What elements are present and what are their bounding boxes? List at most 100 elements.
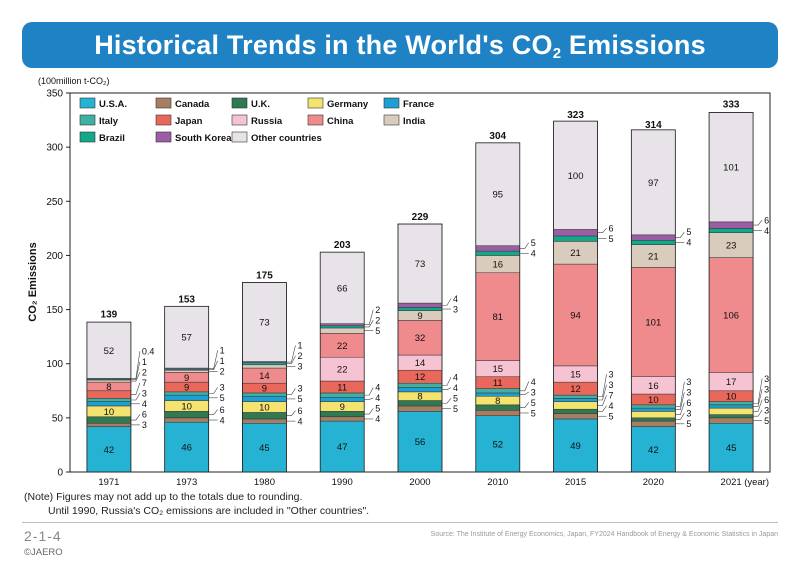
- bar-segment: [164, 417, 209, 423]
- small-segment-label: 4: [375, 383, 380, 393]
- legend-label: South Korea: [175, 133, 232, 144]
- small-segment-label: 5: [531, 238, 536, 248]
- segment-label: 15: [570, 370, 581, 381]
- source-text: Source: The Institute of Energy Economic…: [430, 531, 778, 538]
- leader-line: [753, 388, 763, 407]
- bar-segment: [553, 120, 598, 230]
- small-segment-label: 3: [142, 389, 147, 399]
- leader-line: [130, 414, 141, 421]
- segment-label: 32: [415, 333, 426, 344]
- segment-label: 47: [337, 442, 348, 453]
- total-label: 304: [489, 131, 506, 142]
- small-segment-label: 3: [453, 304, 458, 314]
- segment-label: 8: [417, 392, 422, 403]
- legend-label: Other countries: [251, 133, 322, 144]
- leader-line: [208, 360, 218, 370]
- leader-line: [675, 231, 685, 238]
- bar-segment: [553, 394, 598, 399]
- bar-segment: [86, 423, 132, 427]
- leader-line: [519, 381, 530, 392]
- leader-line: [519, 391, 529, 395]
- y-tick-label: 50: [52, 413, 64, 424]
- bar-segment: [319, 392, 365, 398]
- leader-line: [675, 392, 685, 411]
- bar-segment: [475, 272, 521, 361]
- leader-line: [286, 410, 296, 416]
- bar-segment: [553, 229, 598, 237]
- small-segment-label: 2: [375, 315, 380, 325]
- chart-title: Historical Trends in the World's CO2 Emi…: [94, 29, 706, 62]
- bar-segment: [319, 420, 365, 473]
- leader-line: [364, 397, 374, 400]
- bar-segment: [553, 398, 598, 402]
- small-segment-label: 7: [609, 391, 614, 401]
- small-segment-label: 6: [609, 223, 614, 233]
- leader-line: [130, 361, 141, 380]
- bar-segment: [242, 423, 287, 473]
- segment-label: 22: [337, 365, 348, 376]
- x-tick-label: 1980: [254, 477, 275, 488]
- small-segment-label: 2: [220, 367, 225, 377]
- x-tick-label: 1990: [332, 477, 353, 488]
- small-segment-label: 1: [142, 357, 147, 367]
- segment-label: 49: [570, 441, 581, 452]
- small-segment-label: 3: [297, 384, 302, 394]
- bar-outline: [475, 142, 521, 473]
- segment-label: 11: [337, 382, 347, 393]
- x-tick-label: 2000: [409, 477, 430, 488]
- small-segment-label: 6: [297, 406, 302, 416]
- bar-segment: [631, 426, 676, 473]
- x-tick-label: 2021: [721, 477, 742, 488]
- footer-divider: [22, 522, 778, 523]
- y-tick-label: 100: [46, 359, 63, 370]
- small-segment-label: 5: [531, 408, 536, 418]
- small-segment-label: 4: [531, 377, 536, 387]
- small-segment-label: 2: [297, 351, 302, 361]
- bar-segment: [553, 408, 598, 414]
- bar-segment: [553, 263, 598, 367]
- small-segment-label: 3: [609, 380, 614, 390]
- segment-label: 81: [492, 312, 503, 323]
- leader-line: [208, 409, 218, 415]
- segment-label: 57: [181, 333, 192, 344]
- segment-label: 9: [184, 382, 189, 393]
- leader-line: [753, 409, 763, 417]
- bar-outline: [630, 129, 676, 473]
- bar-outline: [242, 282, 287, 473]
- segment-label: 52: [104, 346, 115, 357]
- leader-line: [519, 402, 530, 408]
- bar-segment: [397, 382, 443, 388]
- segment-label: 97: [648, 178, 659, 189]
- legend-swatch: [155, 97, 172, 109]
- small-segment-label: 1: [220, 346, 225, 356]
- segment-label: 73: [415, 259, 426, 270]
- leader-line: [597, 384, 607, 401]
- segment-label: 21: [648, 251, 659, 262]
- bar-segment: [397, 405, 443, 412]
- note-line-2: Until 1990, Russia's CO₂ emissions are i…: [48, 505, 370, 517]
- segment-label: 9: [417, 311, 422, 322]
- legend-label: U.K.: [251, 99, 270, 110]
- note-line-1: (Note) Figures may not add up to the tot…: [24, 491, 303, 503]
- bar-segment: [242, 364, 287, 369]
- segment-label: 95: [492, 190, 503, 201]
- segment-label: 52: [492, 439, 503, 450]
- leader-line: [597, 395, 607, 406]
- bar-segment: [397, 307, 443, 311]
- legend-swatch: [79, 114, 96, 126]
- x-tick-label: 1971: [98, 477, 119, 488]
- bar-segment: [319, 251, 365, 324]
- bar-segment: [631, 407, 676, 412]
- title-tail: Emissions: [561, 29, 706, 60]
- leader-line: [286, 388, 296, 395]
- segment-label: 16: [648, 381, 659, 392]
- small-segment-label: 3: [686, 377, 691, 387]
- total-label: 175: [256, 271, 273, 282]
- segment-label: 14: [415, 358, 426, 369]
- small-segment-label: 5: [297, 394, 302, 404]
- segment-label: 45: [259, 443, 270, 454]
- legend-swatch: [231, 131, 248, 143]
- leader-line: [364, 309, 374, 326]
- segment-label: 101: [723, 163, 739, 174]
- bar-segment: [631, 417, 676, 422]
